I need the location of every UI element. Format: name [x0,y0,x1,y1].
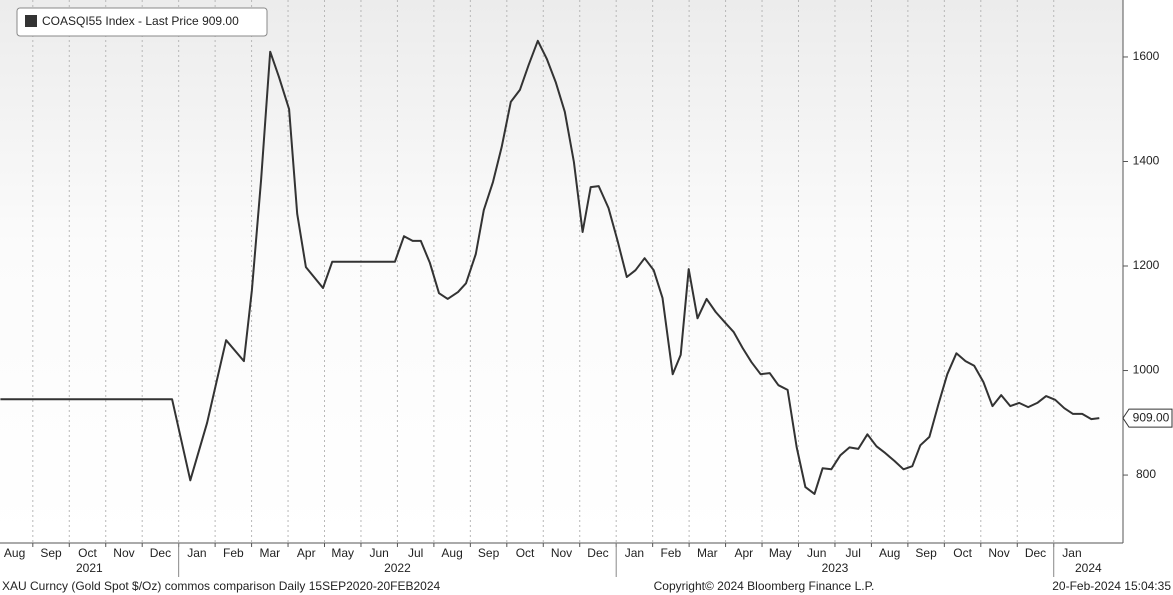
footer-center: Copyright© 2024 Bloomberg Finance L.P. [654,579,875,593]
x-tick-label: Oct [78,546,97,560]
x-tick-label: Sep [915,546,937,560]
x-tick-label: Jan [625,546,644,560]
y-tick-label: 1000 [1133,363,1160,377]
x-tick-label: Jun [807,546,826,560]
x-tick-label: Dec [1025,546,1046,560]
x-tick-label: Dec [150,546,171,560]
x-tick-label: Jan [187,546,206,560]
x-tick-label: Oct [953,546,972,560]
x-tick-label: Apr [297,546,316,560]
y-tick-label: 1400 [1133,154,1160,168]
last-value-tag: 909.00 [1122,408,1173,428]
x-tick-label: Nov [988,546,1009,560]
legend-swatch [25,15,37,27]
x-tick-label: Nov [551,546,572,560]
year-label: 2023 [822,561,849,575]
year-label: 2021 [76,561,103,575]
line [0,39,1100,495]
footer-right: 20-Feb-2024 15:04:35 [1052,579,1171,593]
y-tick-label: 800 [1136,467,1156,481]
x-tick-label: Apr [734,546,753,560]
last-value-tag-label: 909.00 [1133,410,1170,424]
x-tick-label: Feb [223,546,244,560]
legend-box [16,7,268,37]
x-tick-label: Mar [259,546,280,560]
x-tick-label: Jul [408,546,423,560]
y-tick-label: 1200 [1133,258,1160,272]
x-tick-label: Aug [4,546,25,560]
x-tick-label: Jan [1062,546,1081,560]
x-tick-label: Oct [516,546,535,560]
x-tick-label: Dec [587,546,608,560]
x-tick-label: May [769,546,792,560]
x-tick-label: Feb [661,546,682,560]
year-label: 2024 [1075,561,1102,575]
x-tick-label: May [331,546,354,560]
last-value-tag-shape [1122,408,1173,428]
footer-left: XAU Curncy (Gold Spot $/Oz) commos compa… [2,579,441,593]
year-label: 2022 [384,561,411,575]
x-tick-label: Mar [697,546,718,560]
legend-label: COASQI55 Index - Last Price 909.00 [42,14,239,28]
x-tick-label: Sep [40,546,62,560]
x-tick-label: Jun [370,546,389,560]
legend: COASQI55 Index - Last Price 909.00 [16,7,268,37]
x-tick-label: Aug [879,546,900,560]
x-tick-label: Jul [846,546,861,560]
x-tick-label: Aug [441,546,462,560]
x-tick-label: Sep [478,546,500,560]
y-tick-label: 1600 [1133,49,1160,63]
x-tick-label: Nov [113,546,134,560]
plot-area [0,0,1123,543]
